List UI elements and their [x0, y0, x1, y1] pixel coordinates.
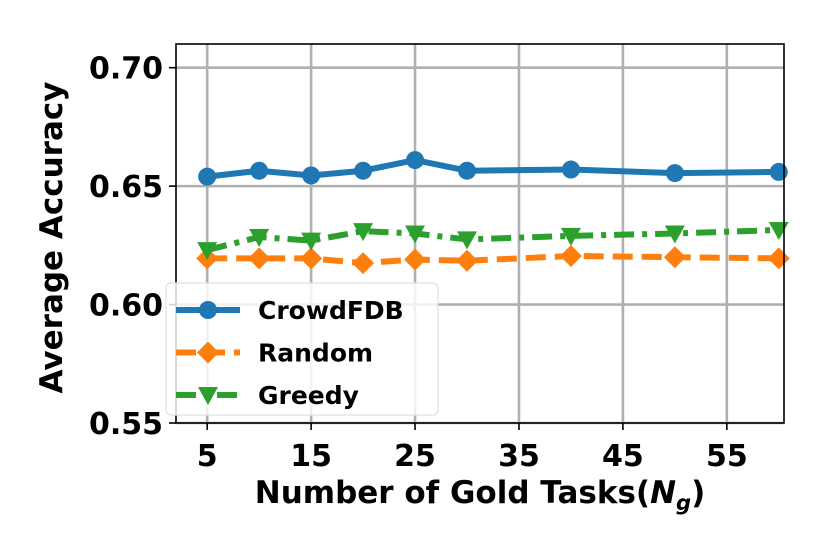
- x-tick-labels: 5 15 25 35 45 55: [197, 423, 748, 474]
- legend-marker: [197, 341, 219, 364]
- plot-frame: [175, 43, 785, 424]
- series-layer: [196, 151, 790, 275]
- x-tick-label: 55: [706, 439, 748, 474]
- data-point: [197, 242, 218, 261]
- data-point: [559, 245, 582, 268]
- data-point: [354, 161, 373, 180]
- legend-label: CrowdFDB: [258, 296, 404, 325]
- data-point: [769, 162, 788, 181]
- x-tick-label: 25: [394, 439, 436, 474]
- y-tick-label: 0.70: [89, 52, 163, 87]
- x-axis-label-main: Number of Gold Tasks(: [255, 475, 650, 511]
- data-point: [768, 221, 789, 240]
- data-point: [302, 166, 321, 185]
- data-point: [456, 249, 479, 272]
- series-random: [196, 245, 790, 275]
- x-tick-label: 15: [290, 439, 332, 474]
- legend-box: [165, 282, 439, 416]
- data-point: [404, 248, 427, 271]
- data-point: [663, 246, 686, 269]
- data-point: [457, 231, 478, 250]
- data-point: [300, 247, 323, 270]
- data-point: [250, 161, 269, 180]
- legend-item-random: Random: [176, 339, 373, 368]
- data-point: [301, 232, 322, 251]
- x-tick-label: 5: [197, 439, 218, 474]
- data-point: [405, 225, 426, 244]
- data-point: [458, 161, 477, 180]
- x-axis-label-symbol: N: [650, 475, 676, 511]
- x-axis-label-subscript: g: [676, 491, 691, 515]
- data-point: [248, 247, 271, 270]
- x-axis-label: Number of Gold Tasks(Ng): [255, 475, 705, 515]
- series-line: [207, 253, 779, 267]
- y-tick-label: 0.60: [89, 289, 163, 324]
- legend-item-crowdfdb: CrowdFDB: [176, 296, 404, 325]
- legend-label: Greedy: [258, 381, 359, 410]
- series-greedy: [197, 221, 789, 261]
- data-point: [560, 227, 581, 246]
- data-point: [352, 252, 375, 275]
- series-line: [206, 157, 779, 180]
- legend: CrowdFDB Random Greedy: [165, 282, 439, 416]
- y-axis-label: Average Accuracy: [34, 82, 70, 394]
- x-tick-label: 35: [498, 439, 540, 474]
- data-point: [198, 167, 217, 186]
- data-point: [406, 151, 425, 170]
- data-point: [665, 164, 684, 183]
- y-tick-label: 0.65: [89, 170, 163, 205]
- data-point: [249, 229, 270, 248]
- legend-label: Random: [258, 339, 373, 368]
- series-line: [206, 226, 779, 253]
- y-tick-labels: 0.55 0.60 0.65 0.70: [89, 52, 176, 442]
- legend-marker: [198, 387, 218, 405]
- x-tick-label: 45: [602, 439, 644, 474]
- y-tick-label: 0.55: [89, 407, 163, 442]
- legend-marker: [199, 301, 217, 319]
- data-point: [767, 247, 790, 270]
- data-point: [561, 160, 580, 179]
- x-axis-label-close: ): [691, 475, 705, 511]
- data-point: [664, 225, 685, 244]
- series-crowdfdb: [198, 151, 788, 186]
- legend-item-greedy: Greedy: [176, 381, 359, 410]
- data-point: [353, 223, 374, 242]
